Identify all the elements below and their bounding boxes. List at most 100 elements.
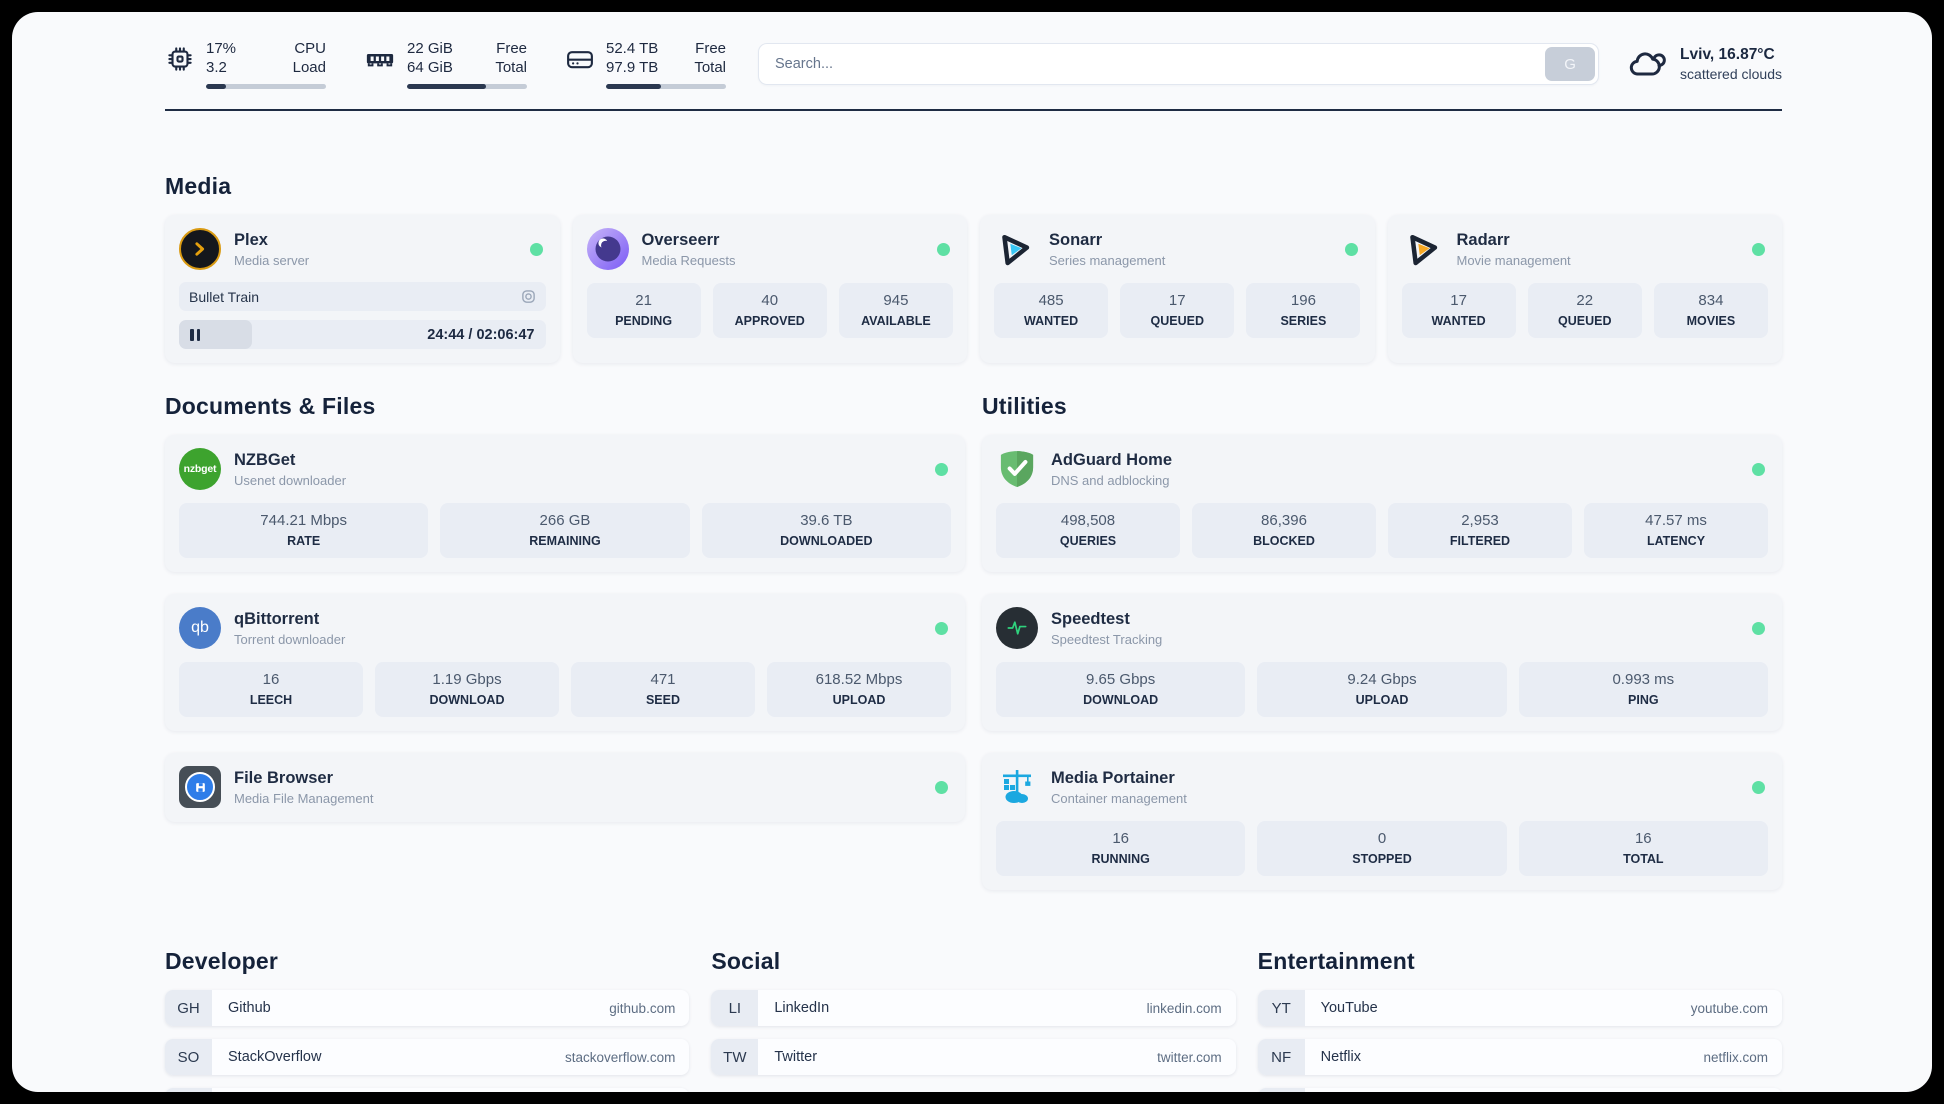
app-name: NZBGet bbox=[234, 450, 296, 469]
session-record-icon bbox=[521, 289, 536, 304]
stat-queries: 498,508 QUERIES bbox=[996, 503, 1180, 558]
stat-wanted: 485 WANTED bbox=[994, 283, 1109, 338]
app-card-radarr[interactable]: Radarr Movie management 17 WANTED 22 QUEUE… bbox=[1387, 215, 1782, 363]
stat-leech: 16 LEECH bbox=[179, 662, 363, 717]
adguard-icon bbox=[996, 448, 1038, 490]
stat-filtered: 2,953 FILTERED bbox=[1388, 503, 1572, 558]
stat-rate: 744.21 Mbps RATE bbox=[179, 503, 429, 558]
portainer-icon bbox=[996, 766, 1038, 808]
ram-free-value: 22 GiB bbox=[407, 40, 453, 57]
bookmark-abbr: TW bbox=[711, 1039, 759, 1075]
weather-widget: Lviv, 16.87°C scattered clouds bbox=[1627, 44, 1782, 84]
bookmark-github[interactable]: GH Github github.com bbox=[165, 990, 690, 1026]
bookmark-abbr: DT bbox=[165, 1088, 212, 1092]
app-subtitle: Media File Management bbox=[234, 790, 374, 806]
bookmark-name: LinkedIn bbox=[774, 1000, 830, 1016]
stat-stopped: 0 STOPPED bbox=[1257, 821, 1507, 876]
bookmark-reddit[interactable]: RE Reddit reddit.com bbox=[1257, 1088, 1782, 1092]
ram-stat: 22 GiB Free 64 GiB Total bbox=[364, 39, 527, 89]
app-subtitle: DNS and adblocking bbox=[1051, 472, 1170, 488]
search-engine-button[interactable]: G bbox=[1545, 47, 1596, 81]
dashboard-page: 17% CPU 3.2 Load bbox=[12, 12, 1932, 1092]
bookmark-group-social: Social LI LinkedIn linkedin.com TW Twitt… bbox=[711, 948, 1236, 1075]
bookmark-twitter[interactable]: TW Twitter twitter.com bbox=[711, 1039, 1236, 1075]
status-dot bbox=[935, 462, 948, 476]
bookmark-abbr: SO bbox=[165, 1039, 212, 1075]
stat-remaining: 266 GB REMAINING bbox=[440, 503, 690, 558]
app-name: Radarr bbox=[1456, 230, 1510, 249]
cpu-usage-label: CPU bbox=[294, 40, 326, 57]
ram-free-label: Free bbox=[496, 40, 527, 57]
bookmark-group-developer: Developer GH Github github.com SO StackO… bbox=[165, 948, 690, 1092]
bookmark-abbr: RE bbox=[1257, 1088, 1305, 1092]
app-card-adguard[interactable]: AdGuard Home DNS and adblocking 498,508 Q… bbox=[982, 435, 1782, 572]
app-subtitle: Container management bbox=[1051, 790, 1187, 806]
section-title-media: Media bbox=[165, 173, 232, 199]
sonarr-icon bbox=[994, 228, 1036, 270]
app-name: Speedtest bbox=[1051, 609, 1130, 628]
app-card-overseerr[interactable]: Overseerr Media Requests 21 PENDING 40 APP… bbox=[572, 215, 967, 363]
weather-condition: scattered clouds bbox=[1680, 65, 1782, 82]
status-dot bbox=[935, 621, 948, 635]
app-name: Sonarr bbox=[1049, 230, 1103, 249]
app-name: qBittorrent bbox=[234, 609, 320, 628]
header: 17% CPU 3.2 Load bbox=[165, 34, 1782, 94]
status-dot bbox=[1752, 462, 1765, 476]
section-title-documents-files: Documents & Files bbox=[165, 393, 376, 419]
qbittorrent-icon: qb bbox=[179, 607, 221, 649]
bookmark-name: Github bbox=[228, 1000, 271, 1016]
cloud-icon bbox=[1627, 44, 1667, 84]
bookmark-stackoverflow[interactable]: SO StackOverflow stackoverflow.com bbox=[165, 1039, 690, 1075]
status-dot bbox=[529, 242, 543, 256]
bookmark-youtube[interactable]: YT YouTube youtube.com bbox=[1257, 990, 1782, 1026]
media-grid: Plex Media server Bullet Train 24:44 / bbox=[165, 215, 1782, 363]
bookmark-url: youtube.com bbox=[1690, 1000, 1768, 1016]
cpu-icon bbox=[165, 44, 195, 74]
stat-total: 16 TOTAL bbox=[1518, 821, 1768, 876]
stat-available: 945 AVAILABLE bbox=[838, 283, 953, 338]
bookmark-abbr: NF bbox=[1257, 1039, 1305, 1075]
nzbget-icon: nzbget bbox=[179, 448, 221, 490]
stat-blocked: 86,396 BLOCKED bbox=[1192, 503, 1376, 558]
app-card-speedtest[interactable]: Speedtest Speedtest Tracking 9.65 Gbps DO… bbox=[982, 594, 1782, 731]
bookmark-abbr: YT bbox=[1257, 990, 1305, 1026]
header-divider bbox=[165, 109, 1782, 111]
app-subtitle: Speedtest Tracking bbox=[1051, 631, 1163, 647]
ram-total-label: Total bbox=[495, 59, 527, 76]
app-card-filebrowser[interactable]: File Browser Media File Management bbox=[165, 753, 965, 822]
ram-total-value: 64 GiB bbox=[407, 59, 453, 76]
status-dot bbox=[1344, 242, 1358, 256]
stat-queued: 22 QUEUED bbox=[1527, 283, 1642, 338]
bookmark-dev[interactable]: DT DEV dev.to bbox=[165, 1088, 690, 1092]
app-card-plex[interactable]: Plex Media server Bullet Train 24:44 / bbox=[165, 215, 560, 363]
section-title-entertainment: Entertainment bbox=[1257, 948, 1415, 974]
bookmark-netflix[interactable]: NF Netflix netflix.com bbox=[1257, 1039, 1782, 1075]
disk-free-value: 52.4 TB bbox=[606, 40, 659, 57]
cpu-progress-bar bbox=[206, 84, 326, 89]
app-subtitle: Torrent downloader bbox=[234, 631, 346, 647]
app-name: Overseerr bbox=[641, 230, 720, 249]
stat-download: 1.19 Gbps DOWNLOAD bbox=[375, 662, 559, 717]
disk-total-value: 97.9 TB bbox=[606, 59, 659, 76]
pause-button[interactable] bbox=[190, 328, 200, 341]
bookmark-url: twitter.com bbox=[1157, 1049, 1222, 1065]
app-card-nzbget[interactable]: nzbget NZBGet Usenet downloader 744.21 M… bbox=[165, 435, 965, 572]
app-card-portainer[interactable]: Media Portainer Container management 16 R… bbox=[982, 753, 1782, 890]
cpu-load-label: Load bbox=[292, 59, 326, 76]
search-input[interactable] bbox=[759, 56, 1543, 72]
search-bar[interactable]: G bbox=[758, 43, 1600, 85]
bookmark-name: StackOverflow bbox=[228, 1049, 322, 1065]
playback-time: 24:44 / 02:06:47 bbox=[427, 326, 535, 343]
bookmark-name: Netflix bbox=[1320, 1049, 1361, 1065]
stat-movies: 834 MOVIES bbox=[1653, 283, 1768, 338]
stat-downloaded: 39.6 TB DOWNLOADED bbox=[701, 503, 951, 558]
cpu-stat: 17% CPU 3.2 Load bbox=[165, 39, 326, 89]
documents-files-column: Documents & Files nzbget NZBGet Usenet d… bbox=[165, 393, 965, 822]
plex-icon bbox=[179, 228, 221, 270]
app-card-sonarr[interactable]: Sonarr Series management 485 WANTED 17 QUE… bbox=[980, 215, 1375, 363]
bookmark-linkedin[interactable]: LI LinkedIn linkedin.com bbox=[711, 990, 1236, 1026]
app-card-qbittorrent[interactable]: qb qBittorrent Torrent downloader 16 LEEC… bbox=[165, 594, 965, 731]
stat-queued: 17 QUEUED bbox=[1120, 283, 1235, 338]
filebrowser-icon bbox=[179, 766, 221, 808]
app-name: AdGuard Home bbox=[1051, 450, 1173, 469]
